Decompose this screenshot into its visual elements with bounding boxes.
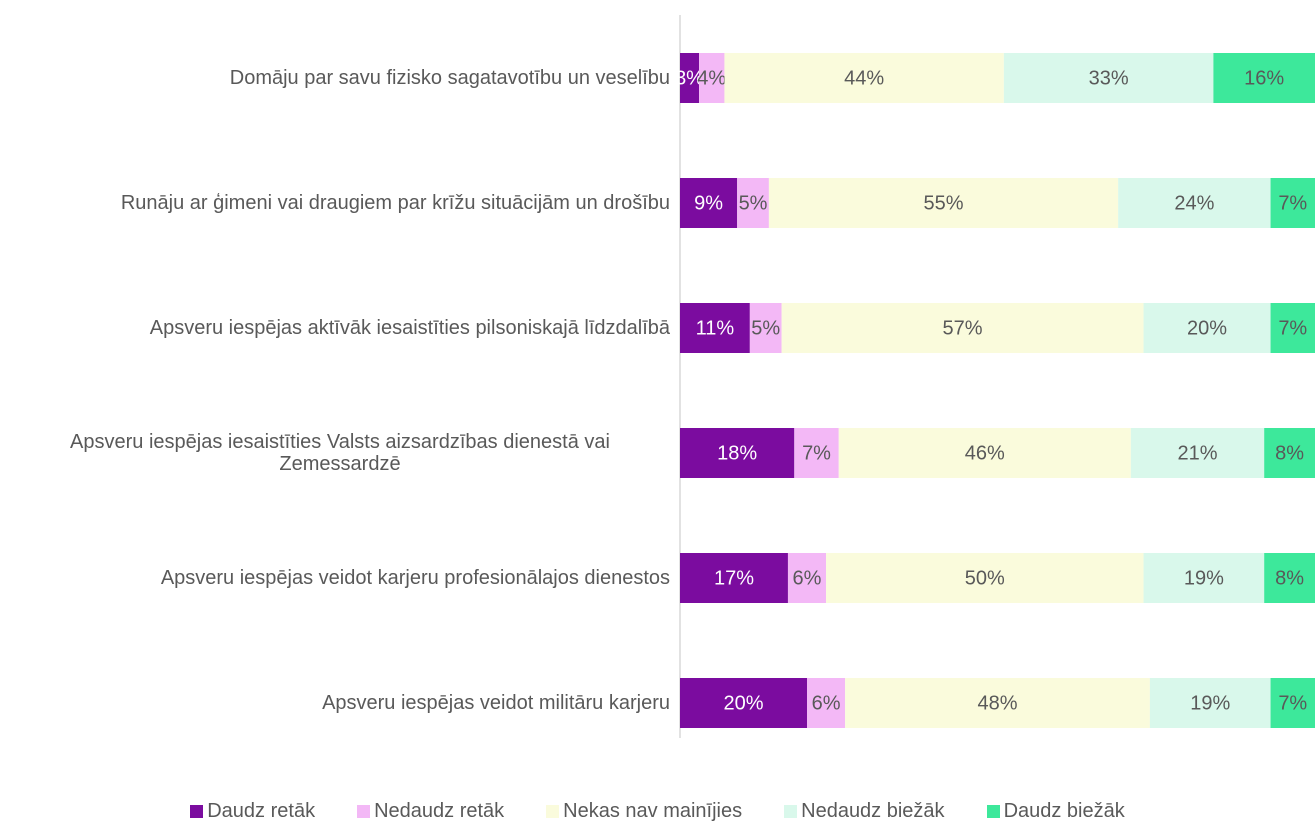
data-label: 50%: [965, 567, 1005, 589]
legend-label: Nedaudz retāk: [374, 800, 505, 822]
category-label: Domāju par savu fizisko sagatavotību un …: [229, 67, 670, 89]
data-label: 19%: [1190, 692, 1230, 714]
legend-label: Daudz retāk: [207, 800, 316, 822]
bar-segment: [1130, 428, 1265, 478]
category-label: Runāju ar ģimeni vai draugiem par krīžu …: [120, 192, 670, 214]
data-label: 11%: [696, 317, 735, 339]
data-label: 18%: [717, 442, 757, 464]
data-label: 7%: [1278, 192, 1307, 214]
legend-item: Nedaudz retāk: [357, 800, 504, 823]
category-label: Apsveru iespējas veidot militāru karjeru: [322, 692, 670, 714]
data-label: 44%: [844, 67, 884, 89]
bar-segment: [680, 53, 700, 103]
bar-segment: [680, 303, 750, 353]
legend-swatch: [190, 805, 204, 818]
bar-segment: [845, 678, 1150, 728]
bar-segment: [1270, 303, 1315, 353]
legend-swatch: [986, 805, 1000, 818]
data-label: 16%: [1244, 67, 1284, 89]
data-label: 20%: [1187, 317, 1227, 339]
legend-label: Nekas nav mainījies: [563, 800, 743, 822]
legend-item: Daudz biežāk: [986, 800, 1125, 823]
bar-segment: [807, 678, 846, 728]
category-label: Apsveru iespējas iesaistīties Valsts aiz…: [70, 431, 610, 475]
bar-segment: [1143, 303, 1271, 353]
legend-label: Nedaudz biežāk: [801, 800, 945, 822]
category-label-box: Domāju par savu fizisko sagatavotību un …: [10, 48, 670, 108]
bar-segment: [787, 553, 827, 603]
legend-item: Nekas nav mainījies: [546, 800, 742, 823]
bar-segment: [724, 53, 1004, 103]
legend-swatch: [546, 805, 560, 818]
bar-segment: [1264, 428, 1315, 478]
data-label: 6%: [793, 567, 822, 589]
category-label-box: Apsveru iespējas iesaistīties Valsts aiz…: [10, 423, 670, 483]
data-label: 57%: [943, 317, 983, 339]
data-label: 55%: [924, 192, 964, 214]
bar-segment: [1213, 53, 1315, 103]
data-label: 7%: [1278, 317, 1307, 339]
category-label-box: Runāju ar ģimeni vai draugiem par krīžu …: [10, 173, 670, 233]
category-label: Apsveru iespējas aktīvāk iesaistīties pi…: [149, 317, 670, 339]
bar-segment: [680, 428, 795, 478]
bar-segment: [699, 53, 725, 103]
bar-segment: [680, 178, 738, 228]
data-label: 5%: [739, 192, 768, 214]
data-label: 7%: [802, 442, 831, 464]
legend-item: Nedaudz biežāk: [784, 800, 945, 823]
bar-segment: [826, 553, 1144, 603]
bar-segment: [1143, 553, 1265, 603]
data-label: 48%: [977, 692, 1017, 714]
category-label: Apsveru iespējas veidot karjeru profesio…: [160, 567, 670, 589]
category-label-box: Apsveru iespējas veidot karjeru profesio…: [10, 548, 670, 608]
legend-item: Daudz retāk: [190, 800, 315, 823]
data-label: 5%: [751, 317, 780, 339]
bar-segment: [1118, 178, 1271, 228]
data-label: 8%: [1275, 567, 1304, 589]
bar-segment: [1149, 678, 1271, 728]
legend-swatch: [357, 805, 371, 818]
legend: Daudz retāk Nedaudz retāk Nekas nav mainīj…: [0, 800, 1315, 823]
category-label-box: Apsveru iespējas veidot militāru karjeru: [10, 673, 670, 733]
data-label: 7%: [1278, 692, 1307, 714]
data-label: 24%: [1174, 192, 1214, 214]
bar-segment: [781, 303, 1144, 353]
category-label-box: Apsveru iespējas aktīvāk iesaistīties pi…: [10, 298, 670, 358]
bar-segment: [794, 428, 839, 478]
bar-segment: [680, 678, 807, 728]
data-label: 20%: [723, 692, 763, 714]
bar-segment: [768, 178, 1119, 228]
bar-segment: [737, 178, 769, 228]
data-label: 9%: [694, 192, 723, 214]
bar-segment: [1270, 178, 1315, 228]
data-label: 8%: [1275, 442, 1304, 464]
data-label: 17%: [714, 567, 754, 589]
bar-segment: [1003, 53, 1214, 103]
bar-segment: [1264, 553, 1315, 603]
bar-segment: [838, 428, 1131, 478]
bar-segment: [749, 303, 782, 353]
data-label: 3%: [675, 67, 704, 89]
data-label: 46%: [965, 442, 1005, 464]
data-label: 19%: [1184, 567, 1224, 589]
data-label: 6%: [812, 692, 841, 714]
legend-swatch: [784, 805, 798, 818]
data-label: 21%: [1178, 442, 1218, 464]
data-label: 4%: [697, 67, 726, 89]
bar-segment: [1270, 678, 1315, 728]
bar-segment: [680, 553, 788, 603]
data-label: 33%: [1089, 67, 1129, 89]
legend-label: Daudz biežāk: [1003, 800, 1125, 822]
